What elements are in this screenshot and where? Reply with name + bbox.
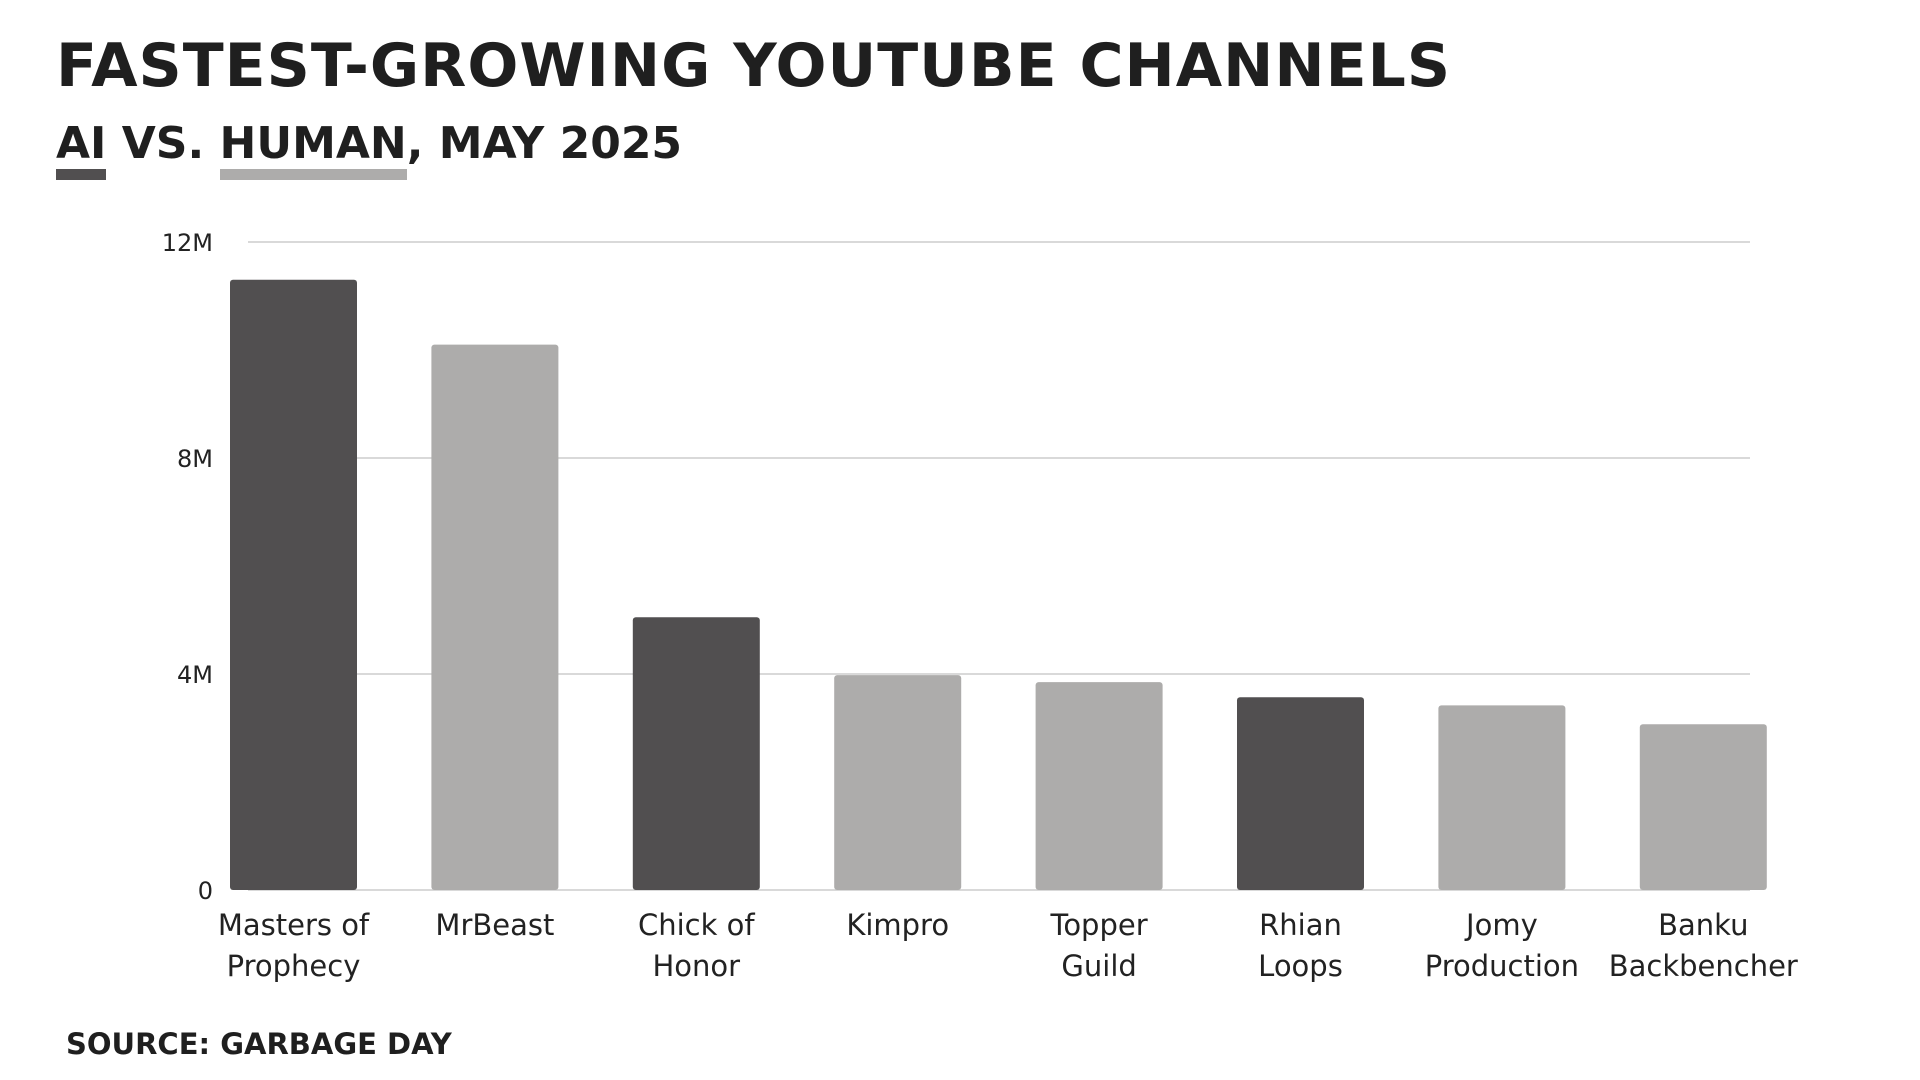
bar xyxy=(431,344,559,891)
legend-label-human: HUMAN xyxy=(219,118,407,169)
bar xyxy=(632,617,760,890)
x-axis-labels: Masters of Prophecy MrBeast Chick of Honor Ki… xyxy=(218,908,1798,983)
legend-item-ai: AI xyxy=(56,122,107,180)
legend-label-ai: AI xyxy=(56,118,107,169)
y-tick-label: 4M xyxy=(177,661,213,689)
bars xyxy=(230,279,1767,891)
x-category-label: Topper Guild xyxy=(1050,908,1148,983)
legend-swatch-ai xyxy=(56,169,107,180)
y-tick-label: 12M xyxy=(162,229,213,257)
y-tick-label: 8M xyxy=(177,445,213,473)
bar xyxy=(1237,697,1364,890)
subtitle-date-text: , MAY 2025 xyxy=(406,118,683,169)
chart-title: FASTEST-GROWING YOUTUBE CHANNELS xyxy=(56,31,1452,101)
legend-item-human: HUMAN xyxy=(219,122,407,180)
x-category-label: Banku Backbencher xyxy=(1609,908,1798,983)
y-axis-ticks: 0 4M 8M 12M xyxy=(162,229,213,905)
x-category-label: Masters of Prophecy xyxy=(218,908,370,983)
bar xyxy=(1438,705,1566,890)
y-tick-label: 0 xyxy=(198,877,213,905)
bar-chart: 0 4M 8M 12M Masters of Prophecy MrBeast Chick … xyxy=(162,229,1798,983)
bar xyxy=(1035,682,1163,890)
source-note: SOURCE: GARBAGE DAY xyxy=(66,1027,452,1061)
bar xyxy=(834,675,962,890)
x-category-label: MrBeast xyxy=(435,908,554,942)
x-category-label: Kimpro xyxy=(846,908,949,942)
bar xyxy=(1639,724,1767,890)
x-category-label: Jomy Production xyxy=(1425,908,1579,983)
x-category-label: Rhian Loops xyxy=(1258,908,1343,983)
x-category-label: Chick of Honor xyxy=(638,908,755,983)
bar xyxy=(230,279,357,890)
subtitle-vs-text: VS. xyxy=(106,118,220,169)
legend-swatch-human xyxy=(219,169,407,180)
chart-subtitle: AI VS. HUMAN , MAY 2025 xyxy=(56,122,682,180)
